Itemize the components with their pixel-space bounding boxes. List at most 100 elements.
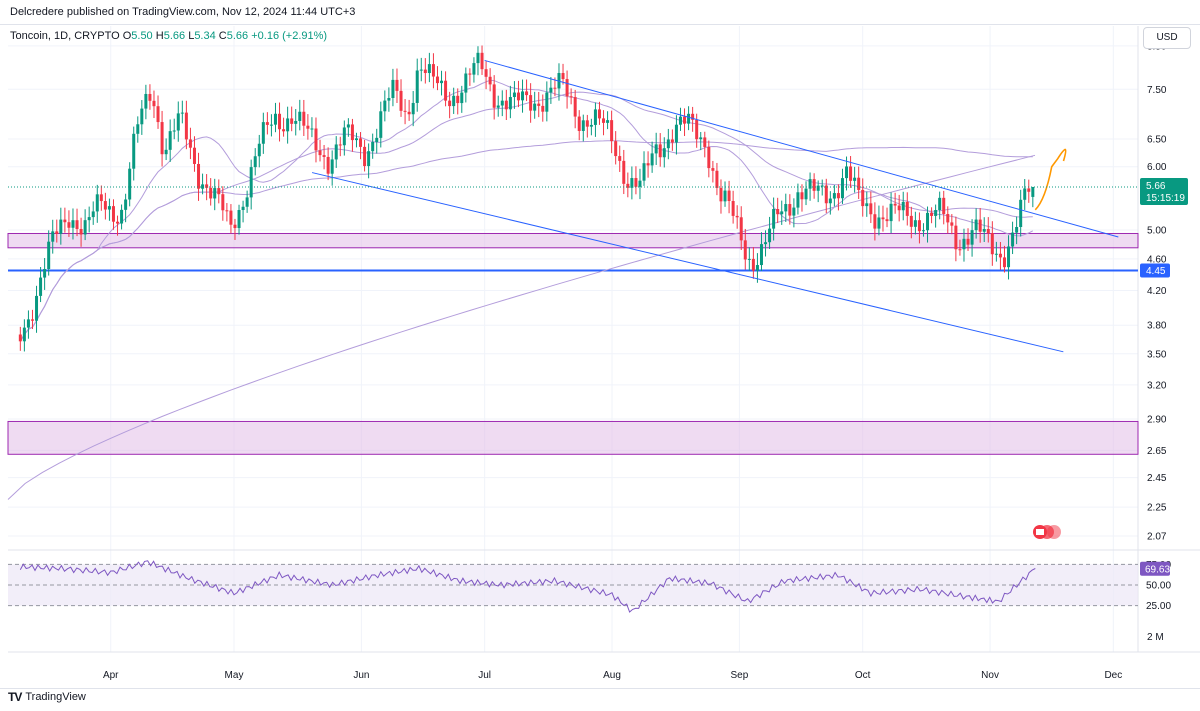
candle-body: [350, 124, 354, 141]
candle-body: [711, 168, 715, 171]
candle-body: [926, 212, 930, 231]
candle-body: [375, 137, 379, 143]
open-value: 5.50: [131, 30, 153, 42]
candle-body: [869, 203, 873, 215]
candle-body: [646, 163, 650, 166]
candle-body: [994, 253, 998, 255]
candle-body: [881, 217, 885, 220]
candle-body: [618, 156, 622, 161]
candle-body: [419, 69, 423, 71]
candle-body: [229, 210, 233, 225]
candle-body: [1031, 186, 1035, 197]
candle-body: [448, 100, 452, 107]
candle-body: [160, 122, 164, 155]
candle-body: [286, 118, 290, 132]
candle-body: [525, 91, 529, 96]
candle-body: [658, 144, 662, 158]
candle-body: [966, 238, 970, 245]
candle-body: [221, 194, 225, 211]
x-tick-label: May: [225, 670, 244, 681]
candle-body: [695, 119, 699, 140]
candle-body: [703, 137, 707, 147]
candle-body: [715, 170, 719, 188]
candle-body: [128, 168, 132, 200]
x-tick-label: Sep: [731, 670, 749, 681]
candle-body: [747, 258, 751, 260]
candle-body: [650, 153, 654, 166]
candle-body: [897, 205, 901, 211]
candle-body: [314, 128, 318, 151]
candle-body: [788, 204, 792, 216]
candle-body: [537, 103, 541, 106]
currency-button[interactable]: USD: [1143, 27, 1191, 49]
symbol-label[interactable]: Toncoin, 1D, CRYPTO: [10, 30, 120, 42]
candle-body: [954, 225, 958, 250]
candle-body: [411, 102, 415, 115]
candle-body: [334, 144, 338, 160]
rsi-value-label: 69.63: [1145, 564, 1170, 575]
candle-body: [306, 125, 310, 129]
candle-body: [699, 137, 703, 140]
candle-body: [359, 138, 363, 147]
candle-body: [253, 156, 257, 168]
candle-body: [22, 327, 26, 342]
candle-body: [87, 217, 91, 221]
x-tick-label: Aug: [603, 670, 621, 681]
candle-body: [577, 116, 581, 131]
candle-body: [739, 217, 743, 241]
candle-body: [622, 160, 626, 184]
candle-body: [379, 111, 383, 138]
candle-body: [512, 92, 516, 98]
candle-body: [298, 111, 302, 121]
candle-body: [958, 249, 962, 251]
candle-body: [666, 139, 670, 149]
candle-body: [456, 95, 460, 104]
candle-body: [140, 108, 144, 125]
candle-body: [168, 131, 172, 150]
candle-body: [440, 80, 444, 84]
tradingview-logo-icon: TV: [8, 690, 22, 704]
candle-body: [338, 144, 342, 146]
candle-body: [764, 242, 768, 245]
y-tick-label: 2.65: [1147, 446, 1167, 457]
candle-body: [683, 116, 687, 124]
candle-body: [808, 179, 812, 189]
candle-body: [978, 219, 982, 232]
candle-body: [460, 92, 464, 104]
y-tick-label: 2.90: [1147, 415, 1167, 426]
rsi-level-label: 50.00: [1146, 581, 1171, 592]
candle-body: [156, 106, 160, 123]
candle-body: [63, 219, 67, 223]
candle-body: [840, 178, 844, 199]
candle-body: [91, 211, 95, 218]
candle-body: [387, 97, 391, 101]
candle-body: [367, 151, 371, 167]
candle-body: [1002, 257, 1006, 268]
candle-body: [942, 197, 946, 214]
candle-body: [192, 147, 196, 164]
candle-body: [934, 210, 938, 216]
close-value: 5.66: [226, 30, 249, 42]
y-tick-label: 4.60: [1147, 254, 1167, 265]
candle-body: [1007, 246, 1011, 268]
candle-body: [294, 120, 298, 124]
candle-body: [237, 210, 241, 229]
tradingview-footer[interactable]: TV TradingView: [8, 690, 86, 704]
candle-body: [444, 80, 448, 101]
candle-body: [39, 277, 43, 296]
candle-body: [541, 105, 545, 112]
candle-body: [921, 230, 925, 232]
supply-demand-zone: [7, 232, 1139, 249]
ohlc-legend: Toncoin, 1D, CRYPTO O5.50 H5.66 L5.34 C5…: [10, 30, 327, 42]
rsi-line: [19, 560, 1036, 613]
candle-body: [1023, 188, 1027, 200]
candle-body: [792, 207, 796, 216]
candle-body: [634, 178, 638, 187]
candle-body: [772, 209, 776, 229]
candle-body: [26, 319, 30, 328]
volume-axis-label: 2 M: [1147, 632, 1164, 643]
candle-body: [71, 220, 75, 228]
candle-body: [751, 258, 755, 271]
candle-body: [743, 240, 747, 260]
